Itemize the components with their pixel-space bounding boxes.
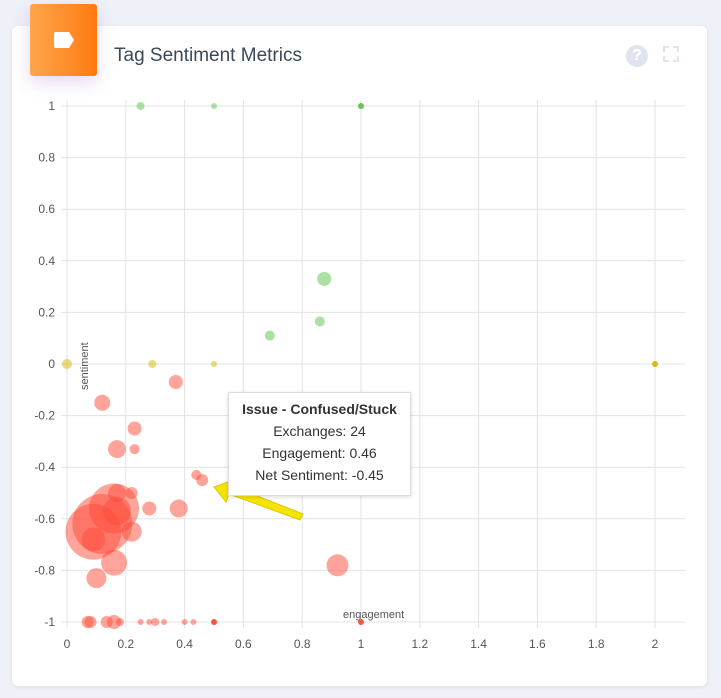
x-tick-label: 2 [652,637,659,651]
data-point [101,549,128,576]
tooltip-exchanges: Exchanges: 24 [273,423,366,439]
data-point [317,271,332,286]
data-point [146,619,153,625]
x-tick-label: 0 [64,637,71,651]
y-tick-label: -0.2 [34,409,55,423]
card-title: Tag Sentiment Metrics [114,45,302,66]
data-point [161,619,168,625]
y-tick-label: -1 [44,615,55,629]
y-tick-label: -0.4 [34,460,55,474]
data-point [211,619,217,625]
data-point [196,474,209,487]
data-point [129,444,140,455]
data-point [168,375,183,390]
tag-icon-badge [30,4,97,76]
tooltip-sentiment: Net Sentiment: -0.45 [255,467,384,483]
fullscreen-icon[interactable] [663,46,679,62]
data-point [108,440,126,459]
data-point [86,568,107,589]
x-tick-label: 0.6 [235,637,252,651]
y-tick-label: -0.6 [34,512,55,526]
data-point [125,487,138,499]
data-point [314,316,325,327]
data-point [103,497,131,526]
data-point [94,394,111,411]
y-axis-label: sentiment [79,342,91,390]
data-point [211,361,217,367]
data-point [181,619,188,625]
data-point [137,619,144,625]
tooltip-engagement: Engagement: 0.46 [262,445,377,461]
data-point [136,101,145,111]
data-point [358,103,364,109]
x-tick-label: 1.2 [411,637,428,651]
data-point [190,619,197,625]
y-tick-label: 0.6 [38,202,55,216]
data-point [81,527,106,552]
data-point [61,358,73,370]
tooltip: Issue - Confused/Stuck Exchanges: 24 Eng… [228,392,411,496]
data-point [211,103,217,109]
data-point [127,421,142,436]
x-tick-label: 1.4 [470,637,487,651]
data-point [142,501,157,516]
data-point [358,619,364,625]
data-point [148,359,157,369]
data-point [151,617,160,627]
y-tick-label: 0.8 [38,151,55,165]
tag-icon [54,32,74,48]
y-tick-label: 0.2 [38,305,55,319]
data-point [326,554,349,577]
data-point [121,521,142,542]
x-tick-label: 1.8 [588,637,605,651]
data-point [115,617,124,627]
x-tick-label: 0.2 [117,637,134,651]
x-tick-label: 0.8 [294,637,311,651]
y-tick-label: 1 [48,99,55,113]
data-point [264,330,275,341]
y-tick-label: -0.8 [34,563,55,577]
x-tick-label: 1 [358,637,365,651]
data-point [108,484,126,502]
tooltip-title: Issue - Confused/Stuck [242,401,397,417]
y-tick-label: 0.4 [38,254,55,268]
y-tick-label: 0 [48,357,55,371]
help-icon[interactable]: ? [626,45,648,67]
data-point [107,614,122,630]
chart-card [12,26,707,686]
data-point [84,616,97,628]
x-tick-label: 0.4 [176,637,193,651]
data-point [169,499,188,518]
x-axis-label: engagement [343,609,404,621]
x-tick-label: 1.6 [529,637,546,651]
data-point [652,361,658,367]
